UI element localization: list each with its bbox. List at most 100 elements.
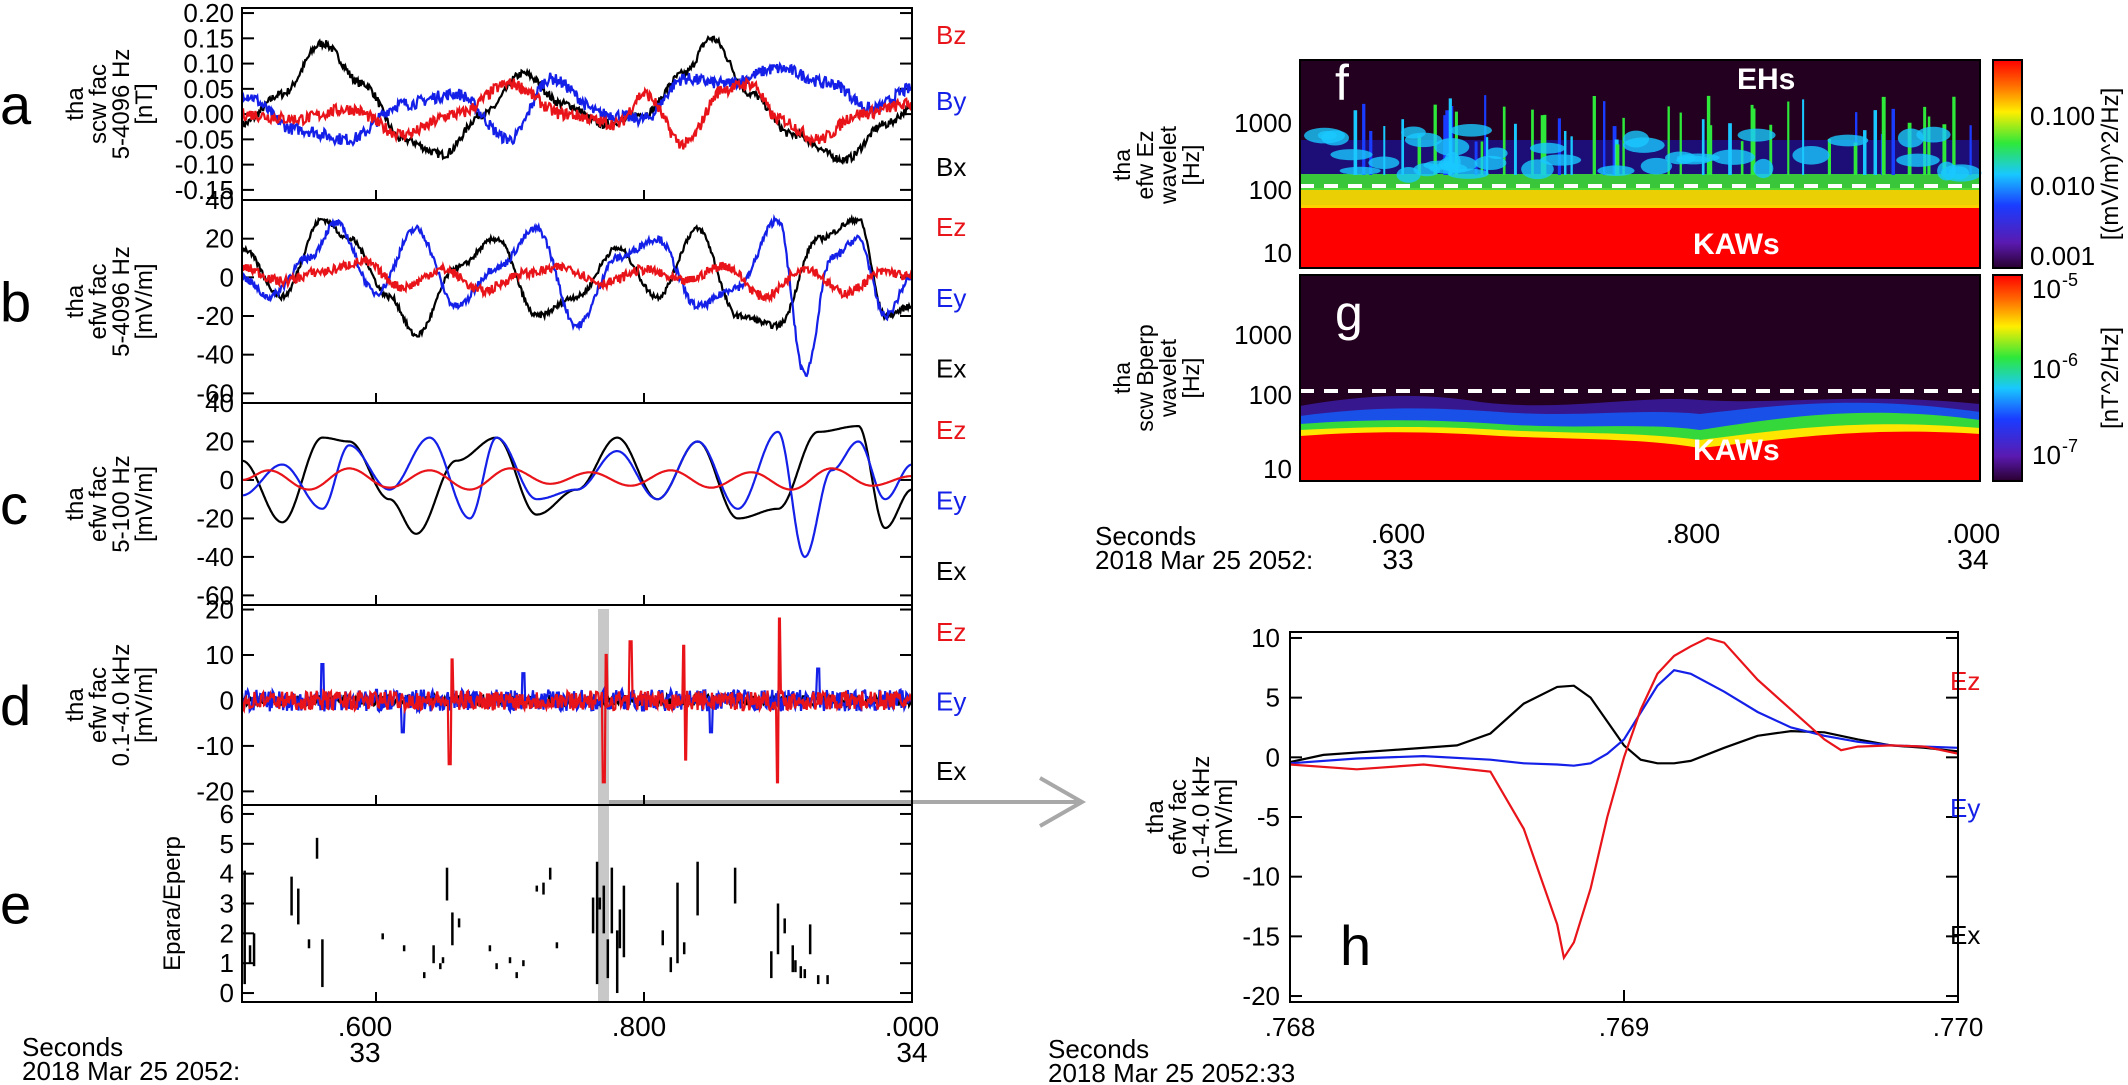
panel-a-legend-Bx: Bx (936, 152, 966, 182)
panel-f-eh-spikes (1304, 95, 1982, 183)
cb-g-tick-3: 10 (2032, 440, 2061, 470)
f-ytick-10: 10 (1263, 238, 1292, 268)
panel-f-eh-blob (1737, 128, 1776, 142)
panel-d-ytick: 20 (205, 595, 234, 625)
panel-f-eh-blob (1937, 161, 1956, 181)
panel-c-series-Ez (241, 467, 912, 491)
panel-e-ytick: 2 (220, 918, 234, 948)
panel-b-series-Ey (241, 213, 913, 378)
panel-e-ytick: 0 (220, 978, 234, 1008)
panel-h-series-Ey (1289, 669, 1959, 767)
left-seconds-label: Seconds (22, 1032, 123, 1062)
panel-d-ytick: -10 (196, 731, 234, 761)
panel-h-xtick: .769 (1599, 1012, 1650, 1042)
panel-c-ytick: 0 (220, 465, 234, 495)
panel-f-eh-blob (1339, 166, 1381, 175)
panel-d-legend-Ez: Ez (936, 617, 966, 647)
panel-a-legend-By: By (936, 86, 966, 116)
panel-c-ylabel: 5-100 Hz (108, 455, 135, 552)
panel-d-ytick: -20 (196, 776, 234, 806)
spectrogram-ylabels: tha efw Ez wavelet [Hz] tha scw Bperp wa… (1109, 125, 1204, 431)
right-xtick-1: .600 (1371, 518, 1426, 549)
panel-g-kaw-label: KAWs (1693, 434, 1780, 467)
panel-c-ytick: -40 (196, 542, 234, 572)
panel-h-ylabel: efw fac (1165, 779, 1192, 855)
cb-g-tick-2-exp: -6 (2062, 350, 2078, 370)
h-date-label: 2018 Mar 25 2052:33 (1048, 1058, 1295, 1085)
panel-a-series-Bz (240, 76, 914, 150)
panel-a-ytick: -0.10 (175, 150, 234, 180)
left-xticks: .600 33 .800 .000 34 (338, 1011, 940, 1068)
panel-b-ylabel: 5-4096 Hz (108, 246, 135, 357)
right-xtick-1-sub: 33 (1382, 544, 1413, 575)
panel-e-ytick: 5 (220, 829, 234, 859)
panel-c-frame (241, 402, 913, 606)
panel-h-legend-Ey: Ey (1950, 793, 1980, 823)
panel-h-ytick: -10 (1242, 862, 1280, 892)
left-xtick-3-sub: 34 (896, 1037, 927, 1068)
panel-a-ytick: 0.05 (183, 74, 234, 104)
panel-c-ytick: -20 (196, 503, 234, 533)
panel-f-eh-blob (1368, 156, 1400, 169)
panel-f-eh-label: EHs (1737, 63, 1795, 96)
right-date-label: 2018 Mar 25 2052: (1095, 545, 1313, 575)
panel-d-ylabel: tha (62, 688, 89, 722)
right-xtick-3: .000 (1946, 518, 2001, 549)
panel-f-eh-blob (1474, 155, 1507, 171)
g-ytick-1000: 1000 (1234, 320, 1292, 350)
panel-c-ytick: 40 (205, 388, 234, 418)
panel-b-ytick: -60 (196, 378, 234, 408)
panel-c-series-Ey (242, 430, 913, 559)
panel-g-spectrogram: KAWs g (1299, 274, 1981, 482)
panel-c-ytick: -60 (196, 580, 234, 610)
panel-f-letter: f (1335, 55, 1349, 111)
panel-f-kaw-label: KAWs (1693, 228, 1780, 261)
panel-g-frame (1299, 274, 1981, 482)
panel-e-ylabel: Epara/Eperp (159, 836, 186, 971)
g-ylabel-1: tha (1109, 362, 1135, 394)
panel-h-xtick: .768 (1265, 1012, 1316, 1042)
zoom-arrow (609, 776, 1087, 828)
panel-b-ylabel: efw fac (85, 263, 112, 339)
panel-g-letter: g (1335, 285, 1363, 341)
panel-a-ytick: 0.20 (183, 0, 234, 28)
panel-e-ytick: 4 (220, 859, 234, 889)
panel-d-ylabel: efw fac (85, 667, 112, 743)
panel-a-letter: a (0, 73, 32, 136)
f-ytick-1000: 1000 (1234, 108, 1292, 138)
cb-g-label: [nT^2/Hz] (2097, 327, 2124, 429)
colorbar-g (1992, 274, 2023, 482)
panel-c-letter: c (0, 473, 28, 536)
panel-b-series-Ez (240, 254, 914, 304)
colorbar-f (1992, 59, 2023, 269)
f-ylabel-2: efw Ez (1132, 130, 1158, 199)
f-ytick-100: 100 (1249, 175, 1292, 205)
panel-f-eh-blob (1521, 159, 1554, 180)
panel-f-eh-blob (1622, 137, 1665, 153)
cb-f-tick-3: 0.001 (2030, 241, 2095, 271)
panel-f-eh-blob (1486, 147, 1508, 160)
panel-f-eh-blob (1753, 158, 1774, 179)
cb-f-tick-2: 0.010 (2030, 171, 2095, 201)
panel-b-ylabel: tha (62, 284, 89, 318)
panel-h-ylabel: [mV/m] (1211, 779, 1238, 855)
panel-b-ytick: 0 (220, 262, 234, 292)
panel-b-legend-Ez: Ez (936, 212, 966, 242)
panel-h-ytick: 5 (1266, 683, 1280, 713)
left-xtick-1: .600 (338, 1011, 393, 1042)
panel-f-frame (1299, 59, 1981, 269)
h-seconds-label: Seconds (1048, 1034, 1149, 1064)
panel-e-ytick: 6 (220, 799, 234, 829)
panel-b-ytick: -20 (196, 301, 234, 331)
left-date-label: 2018 Mar 25 2052: (22, 1056, 240, 1085)
panel-c-ylabel: tha (62, 487, 89, 521)
g-ylabel-3: wavelet (1155, 338, 1181, 418)
panel-h-legend-Ex: Ex (1950, 920, 1980, 950)
panel-b-letter: b (0, 271, 31, 334)
panel-c-legend-Ey: Ey (936, 485, 966, 515)
panel-f-eh-blob (1396, 166, 1421, 183)
panel-f-eh-blob (1401, 126, 1426, 139)
